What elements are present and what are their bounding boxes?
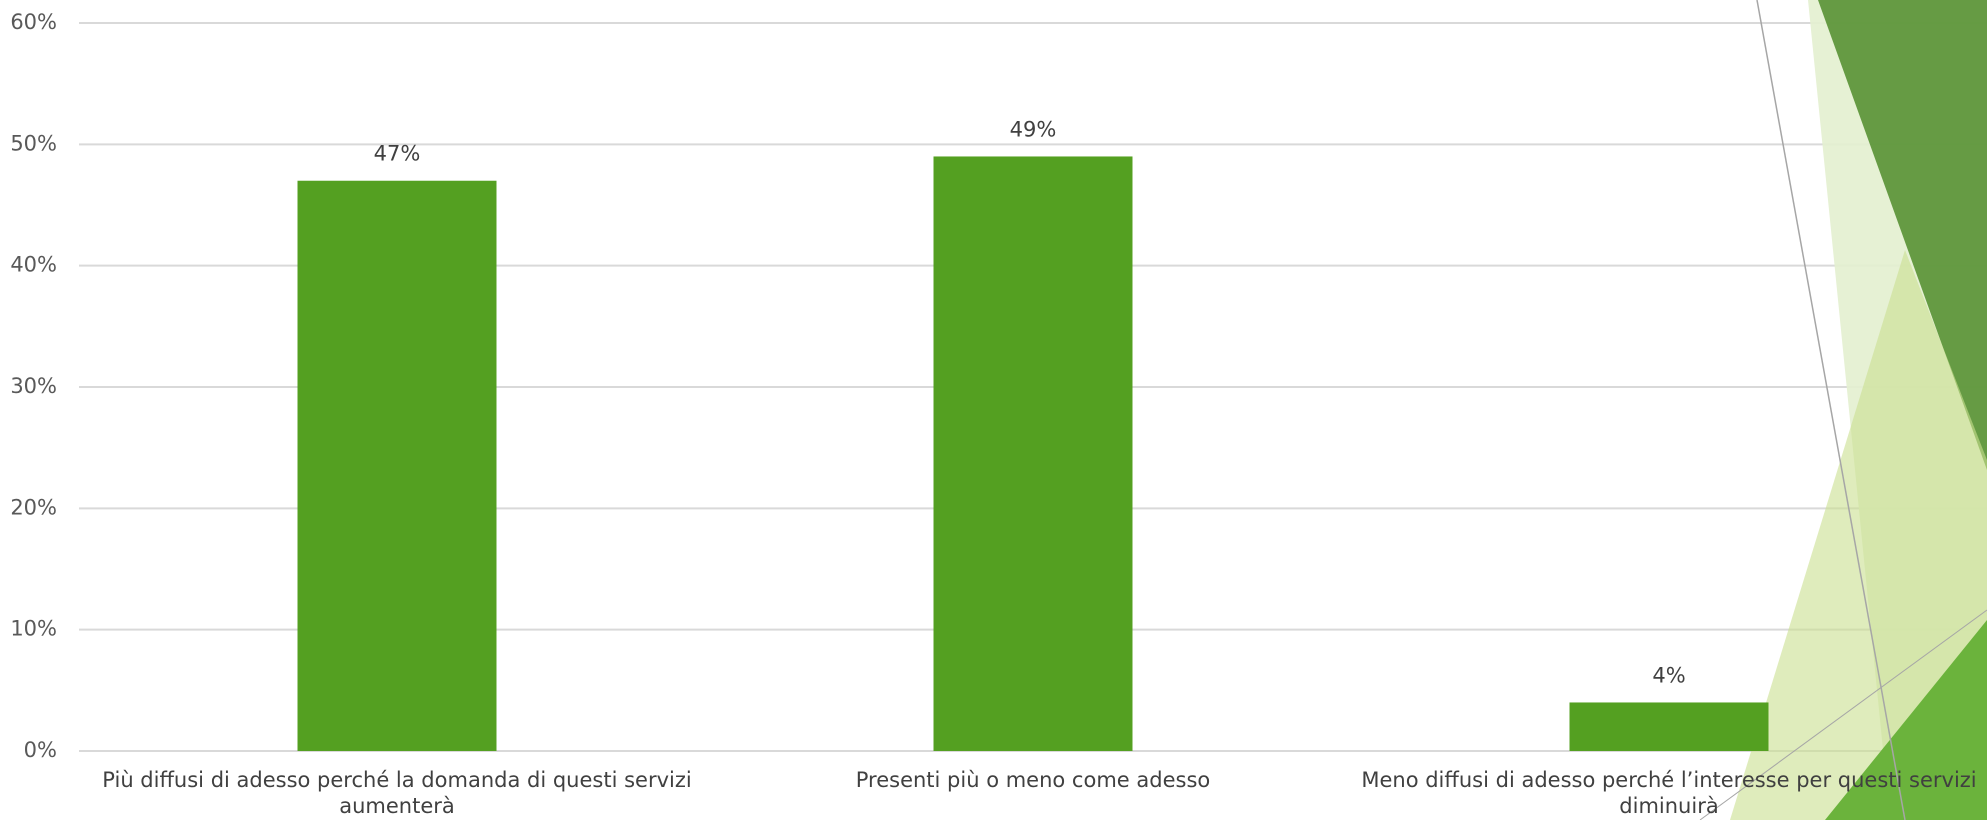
y-tick-label: 50% (10, 131, 57, 155)
y-tick-label: 40% (10, 253, 57, 277)
value-label: 49% (1010, 117, 1057, 141)
x-tick-label: Presenti più o meno come adesso (855, 768, 1211, 792)
bar (1569, 702, 1769, 751)
y-tick-label: 10% (10, 617, 57, 641)
y-tick-label: 0% (24, 738, 57, 762)
value-label: 4% (1652, 663, 1685, 687)
y-tick-label: 20% (10, 495, 57, 519)
value-label: 47% (374, 142, 421, 166)
bar (297, 180, 497, 751)
x-tick-label: Più diffusi di adesso perché la domanda … (102, 768, 692, 818)
x-tick-label: Meno diffusi di adesso perché l’interess… (1361, 768, 1977, 818)
decoration (1699, 0, 1987, 820)
bar (933, 156, 1133, 751)
y-tick-label: 60% (10, 10, 57, 34)
y-tick-label: 30% (10, 374, 57, 398)
